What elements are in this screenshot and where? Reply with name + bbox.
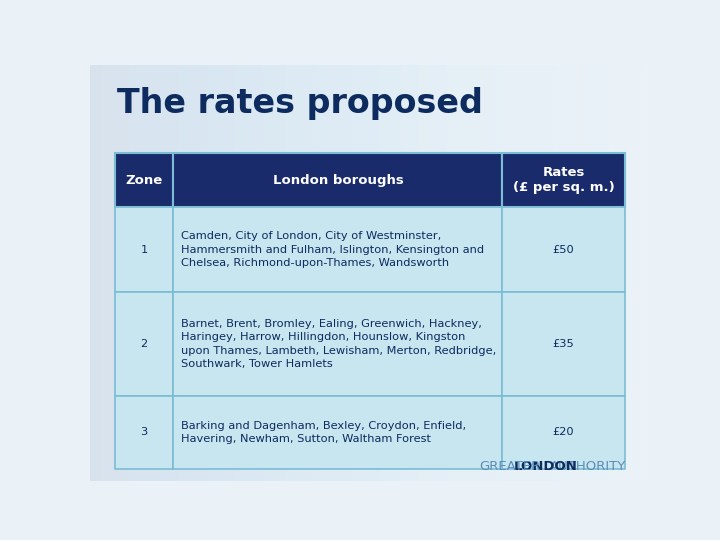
Text: 1: 1	[140, 245, 148, 254]
Text: £20: £20	[553, 428, 575, 437]
Bar	[114, 207, 174, 292]
Bar	[503, 207, 625, 292]
Text: 3: 3	[140, 428, 148, 437]
Bar	[114, 153, 174, 207]
Text: Zone: Zone	[125, 174, 163, 187]
Text: £50: £50	[553, 245, 575, 254]
Text: London boroughs: London boroughs	[273, 174, 403, 187]
Bar	[114, 396, 174, 469]
Bar	[114, 292, 174, 396]
Text: Barking and Dagenham, Bexley, Croydon, Enfield,
Havering, Newham, Sutton, Waltha: Barking and Dagenham, Bexley, Croydon, E…	[181, 421, 467, 444]
Text: 2: 2	[140, 339, 148, 349]
Bar	[503, 292, 625, 396]
Bar	[174, 153, 503, 207]
Text: £35: £35	[553, 339, 575, 349]
Text: GREATER: GREATER	[479, 460, 540, 473]
Text: LONDON: LONDON	[513, 460, 577, 473]
Bar	[503, 396, 625, 469]
Text: Camden, City of London, City of Westminster,
Hammersmith and Fulham, Islington, : Camden, City of London, City of Westmins…	[181, 232, 485, 268]
Bar	[174, 292, 503, 396]
Bar	[174, 396, 503, 469]
Text: The rates proposed: The rates proposed	[117, 87, 483, 120]
Bar	[174, 207, 503, 292]
Text: Barnet, Brent, Bromley, Ealing, Greenwich, Hackney,
Haringey, Harrow, Hillingdon: Barnet, Brent, Bromley, Ealing, Greenwic…	[181, 319, 497, 369]
Text: AUTHORITY: AUTHORITY	[550, 460, 626, 473]
Bar	[503, 153, 625, 207]
Text: Rates
(£ per sq. m.): Rates (£ per sq. m.)	[513, 166, 614, 194]
